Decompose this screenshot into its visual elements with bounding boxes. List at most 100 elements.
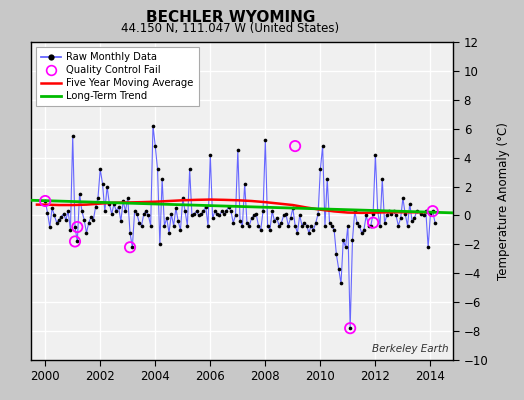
Point xyxy=(41,198,49,204)
Point xyxy=(229,220,237,226)
Point xyxy=(369,220,377,226)
Point xyxy=(298,222,306,229)
Point xyxy=(270,218,279,224)
Point xyxy=(94,195,102,201)
Point xyxy=(355,222,364,229)
Point xyxy=(319,143,327,149)
Point xyxy=(380,220,389,226)
Point xyxy=(105,201,114,207)
Point xyxy=(291,143,299,149)
Point xyxy=(293,230,302,236)
Point xyxy=(247,215,256,222)
Point xyxy=(367,222,375,229)
Text: BECHLER WYOMING: BECHLER WYOMING xyxy=(146,10,315,25)
Point xyxy=(424,244,432,250)
Point xyxy=(126,230,134,236)
Point xyxy=(172,205,180,212)
Point xyxy=(243,220,251,226)
Point xyxy=(387,211,396,217)
Point xyxy=(346,325,354,331)
Point xyxy=(304,230,313,236)
Point xyxy=(176,227,184,233)
Point xyxy=(328,222,336,229)
Point xyxy=(284,222,292,229)
Point xyxy=(162,215,171,222)
Point xyxy=(144,212,152,219)
Point xyxy=(211,208,219,214)
Point xyxy=(80,216,89,223)
Point xyxy=(369,211,377,217)
Point xyxy=(300,220,309,226)
Point xyxy=(334,266,343,272)
Point xyxy=(197,211,205,217)
Point xyxy=(279,212,288,219)
Point xyxy=(378,176,387,182)
Point xyxy=(316,166,324,172)
Point xyxy=(213,211,221,217)
Point xyxy=(87,214,95,220)
Point xyxy=(71,224,79,230)
Point xyxy=(312,220,320,226)
Point xyxy=(154,166,162,172)
Point xyxy=(264,222,272,229)
Point xyxy=(46,224,54,230)
Point xyxy=(133,211,141,217)
Point xyxy=(119,198,127,204)
Point xyxy=(73,224,82,230)
Point xyxy=(389,208,398,214)
Point xyxy=(204,222,212,229)
Point xyxy=(50,212,59,219)
Point xyxy=(206,152,214,158)
Point xyxy=(307,222,315,229)
Point xyxy=(357,230,366,236)
Point xyxy=(82,230,91,236)
Point xyxy=(392,212,400,219)
Point xyxy=(348,237,357,243)
Point xyxy=(394,222,402,229)
Point xyxy=(431,220,439,226)
Point xyxy=(234,147,242,154)
Point xyxy=(209,215,217,222)
Point xyxy=(147,222,155,229)
Point xyxy=(364,222,373,229)
Point xyxy=(62,216,70,223)
Point xyxy=(71,238,79,245)
Point xyxy=(69,133,77,139)
Point xyxy=(217,208,226,214)
Point xyxy=(64,208,72,214)
Point xyxy=(332,251,341,258)
Point xyxy=(57,214,66,220)
Point xyxy=(330,227,339,233)
Point xyxy=(323,176,331,182)
Point xyxy=(266,227,274,233)
Point xyxy=(128,244,137,250)
Point xyxy=(179,195,187,201)
Point xyxy=(272,215,281,222)
Point xyxy=(426,211,434,217)
Point xyxy=(275,222,283,229)
Point xyxy=(110,201,118,207)
Point xyxy=(309,227,318,233)
Point xyxy=(41,198,49,204)
Point xyxy=(89,216,97,223)
Point xyxy=(408,218,416,224)
Point xyxy=(117,218,125,224)
Point xyxy=(139,211,148,217)
Point xyxy=(268,208,276,214)
Point xyxy=(429,208,437,214)
Text: 44.150 N, 111.047 W (United States): 44.150 N, 111.047 W (United States) xyxy=(122,22,340,35)
Point xyxy=(181,208,189,214)
Point xyxy=(412,208,421,214)
Point xyxy=(245,222,254,229)
Point xyxy=(48,205,56,212)
Point xyxy=(52,220,61,226)
Point xyxy=(126,244,134,250)
Point xyxy=(149,123,157,129)
Point xyxy=(167,211,176,217)
Point xyxy=(199,208,208,214)
Point xyxy=(43,209,52,216)
Point xyxy=(337,280,345,286)
Point xyxy=(73,238,82,245)
Point xyxy=(55,216,63,223)
Y-axis label: Temperature Anomaly (°C): Temperature Anomaly (°C) xyxy=(497,122,510,280)
